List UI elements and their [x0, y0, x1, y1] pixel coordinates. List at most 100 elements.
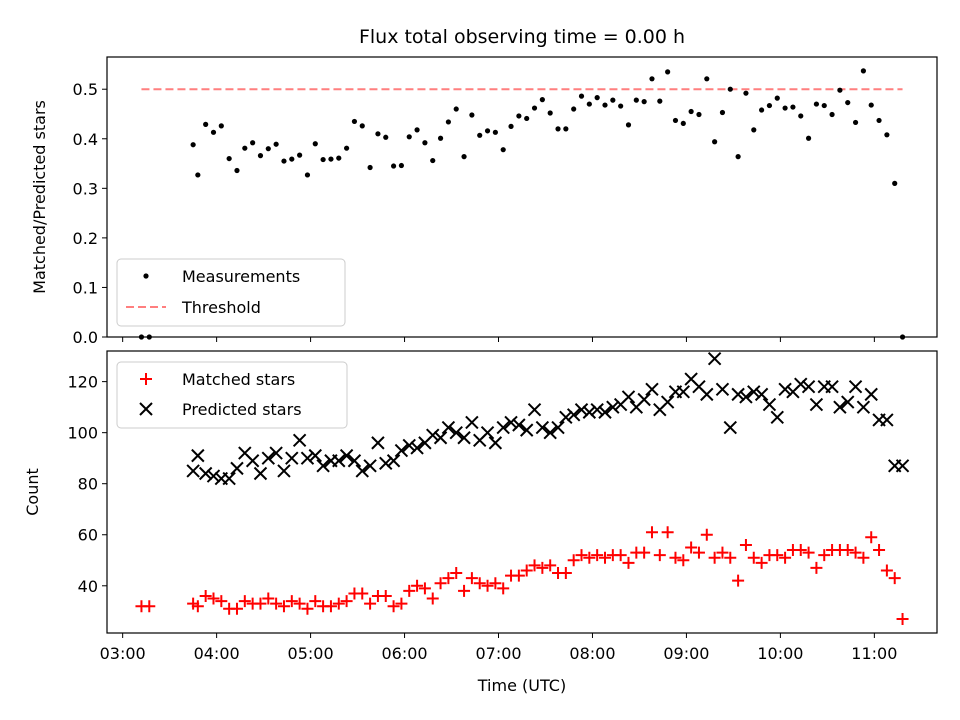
predicted-star-point [770, 410, 784, 425]
measurement-point [539, 97, 545, 103]
measurement-point [759, 107, 765, 113]
measurement-point [375, 131, 381, 137]
matched-star-point [622, 556, 635, 569]
count-plot-frame [106, 350, 938, 634]
measurement-point [445, 119, 451, 125]
matched-star-point [653, 549, 666, 562]
measurement-point [665, 69, 671, 75]
measurement-point [383, 134, 389, 140]
measurement-point [453, 106, 459, 112]
measurement-point [469, 112, 475, 118]
predicted-star-point [512, 418, 526, 432]
predicted-star-point [496, 420, 510, 435]
matched-star-point [418, 582, 431, 595]
measurement-point [743, 90, 749, 96]
predicted-star-point [332, 454, 346, 468]
predicted-star-point [308, 448, 322, 463]
measurement-point [250, 140, 256, 146]
predicted-star-point [316, 459, 330, 473]
measurement-point [704, 76, 710, 82]
matched-star-point [661, 526, 674, 539]
matched-star-point [755, 556, 768, 569]
predicted-star-point [574, 402, 589, 417]
measurement-point [586, 101, 592, 107]
matched-star-point [591, 549, 604, 562]
matched-star-point [285, 595, 298, 608]
matched-star-point [143, 600, 156, 613]
predicted-star-point [825, 380, 839, 394]
predicted-star-point [794, 377, 808, 391]
x-tick-label: 06:00 [381, 644, 427, 663]
matched-star-point [583, 551, 596, 564]
predicted-star-point [723, 420, 737, 435]
legend-dot-marker [143, 273, 149, 279]
measurement-point [304, 172, 311, 178]
predicted-star-point [394, 443, 409, 458]
predicted-star-point [895, 459, 910, 473]
predicted-star-point [191, 448, 205, 463]
x-tick-label: 05:00 [288, 644, 334, 663]
predicted-star-point [480, 425, 495, 440]
matched-star-point [880, 564, 893, 577]
measurement-point [876, 117, 882, 124]
measurement-point [289, 156, 295, 162]
predicted-star-point [778, 382, 792, 396]
matched-star-point [841, 544, 854, 557]
matched-star-point [669, 551, 682, 564]
matched-star-point [434, 577, 447, 590]
matched-star-point [536, 561, 549, 574]
matched-star-point [426, 592, 439, 605]
measurement-point [602, 102, 608, 108]
predicted-star-point [707, 351, 722, 366]
predicted-star-point [410, 441, 424, 455]
ratio-y-tick-label: 0.0 [73, 328, 98, 347]
measurement-point [312, 141, 318, 147]
count-y-tick-label: 120 [67, 373, 98, 392]
matched-star-point [614, 549, 627, 562]
measurement-point [813, 101, 820, 107]
predicted-star-point [285, 451, 299, 465]
legend-label-threshold: Threshold [181, 298, 261, 317]
x-tick-label: 08:00 [569, 644, 615, 663]
measurement-point [328, 156, 334, 162]
matched-star-point [473, 577, 486, 590]
x-tick-label: 09:00 [663, 644, 709, 663]
count-y-tick-label: 40 [78, 577, 98, 596]
measurement-point [273, 141, 279, 147]
measurement-point [672, 117, 679, 124]
measurement-point [367, 164, 373, 171]
predicted-star-point [402, 438, 416, 453]
measurement-point [649, 76, 655, 82]
matched-star-point [575, 549, 588, 562]
predicted-star-point [660, 395, 675, 409]
measurement-point [798, 113, 804, 119]
count-y-tick-label: 60 [78, 526, 98, 545]
measurement-point [735, 154, 741, 160]
matched-star-point [395, 597, 408, 610]
measurement-point [805, 135, 812, 141]
matched-star-point [340, 595, 353, 608]
ratio-y-axis-label: Matched/Predicted stars [30, 100, 49, 294]
matched-star-point [638, 546, 651, 559]
ratio-plot-frame [106, 56, 938, 338]
matched-star-point [857, 551, 870, 564]
ratio-y-tick-label: 0.4 [73, 130, 98, 149]
matched-star-point [379, 589, 392, 602]
matched-star-point [896, 612, 909, 625]
matched-star-point [865, 531, 878, 544]
matched-star-point [802, 546, 815, 559]
ratio-y-tick-label: 0.2 [73, 229, 98, 248]
ratio-y-tick-label: 0.1 [73, 278, 98, 297]
predicted-star-point [339, 448, 354, 463]
matched-star-point [528, 559, 541, 572]
predicted-star-point [598, 405, 612, 419]
predicted-star-point [269, 446, 283, 460]
matched-star-point [387, 600, 400, 613]
predicted-star-point [222, 471, 236, 486]
measurement-point [821, 102, 827, 109]
measurement-point [516, 113, 522, 119]
measurement-point [852, 119, 859, 126]
matched-star-point [458, 584, 471, 597]
measurement-point [625, 122, 632, 128]
x-tick-label: 03:00 [100, 644, 146, 663]
